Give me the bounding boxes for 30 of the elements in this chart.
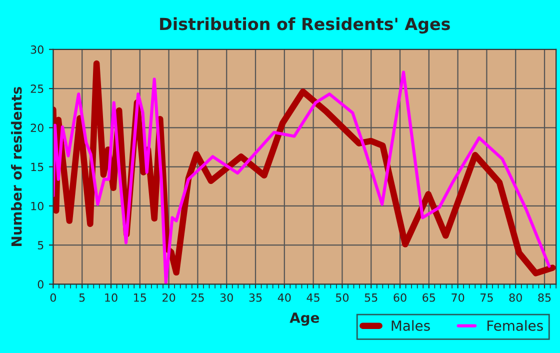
x-tick-label: 35 xyxy=(249,293,262,302)
x-axis-title: Age xyxy=(290,312,320,326)
x-tick-label: 40 xyxy=(278,293,291,302)
x-tick-label: 45 xyxy=(306,294,320,302)
y-tick-label: 30 xyxy=(30,45,44,54)
y-tick-label: 5 xyxy=(38,241,44,250)
legend-label: Females xyxy=(487,320,543,331)
x-tick-label: 65 xyxy=(422,293,436,302)
x-tick-label: 50 xyxy=(336,293,349,302)
y-tick-label: 25 xyxy=(30,84,44,93)
x-tick-label: 60 xyxy=(394,293,406,302)
x-tick-label: 5 xyxy=(79,294,85,302)
x-tick-label: 30 xyxy=(220,293,233,302)
chart-title: Distribution of Residents' Ages xyxy=(160,17,450,34)
x-tick-label: 55 xyxy=(364,294,378,302)
x-tick-label: 15 xyxy=(134,294,146,302)
x-tick-label: 75 xyxy=(480,294,493,302)
y-tick-label: 15 xyxy=(31,162,44,172)
x-tick-label: 70 xyxy=(452,293,464,302)
y-tick-label: 0 xyxy=(38,280,44,289)
x-tick-label: 10 xyxy=(105,293,118,302)
x-tick-label: 80 xyxy=(509,293,522,302)
y-tick-label: 20 xyxy=(30,124,44,132)
y-tick-label: 10 xyxy=(31,202,44,210)
x-tick-label: 25 xyxy=(191,293,204,302)
x-tick-label: 20 xyxy=(162,293,176,302)
y-axis-title: Number of residents xyxy=(11,87,22,246)
x-tick-label: 0 xyxy=(50,293,56,302)
legend-label: Males xyxy=(392,320,430,331)
x-tick-label: 85 xyxy=(538,293,551,302)
